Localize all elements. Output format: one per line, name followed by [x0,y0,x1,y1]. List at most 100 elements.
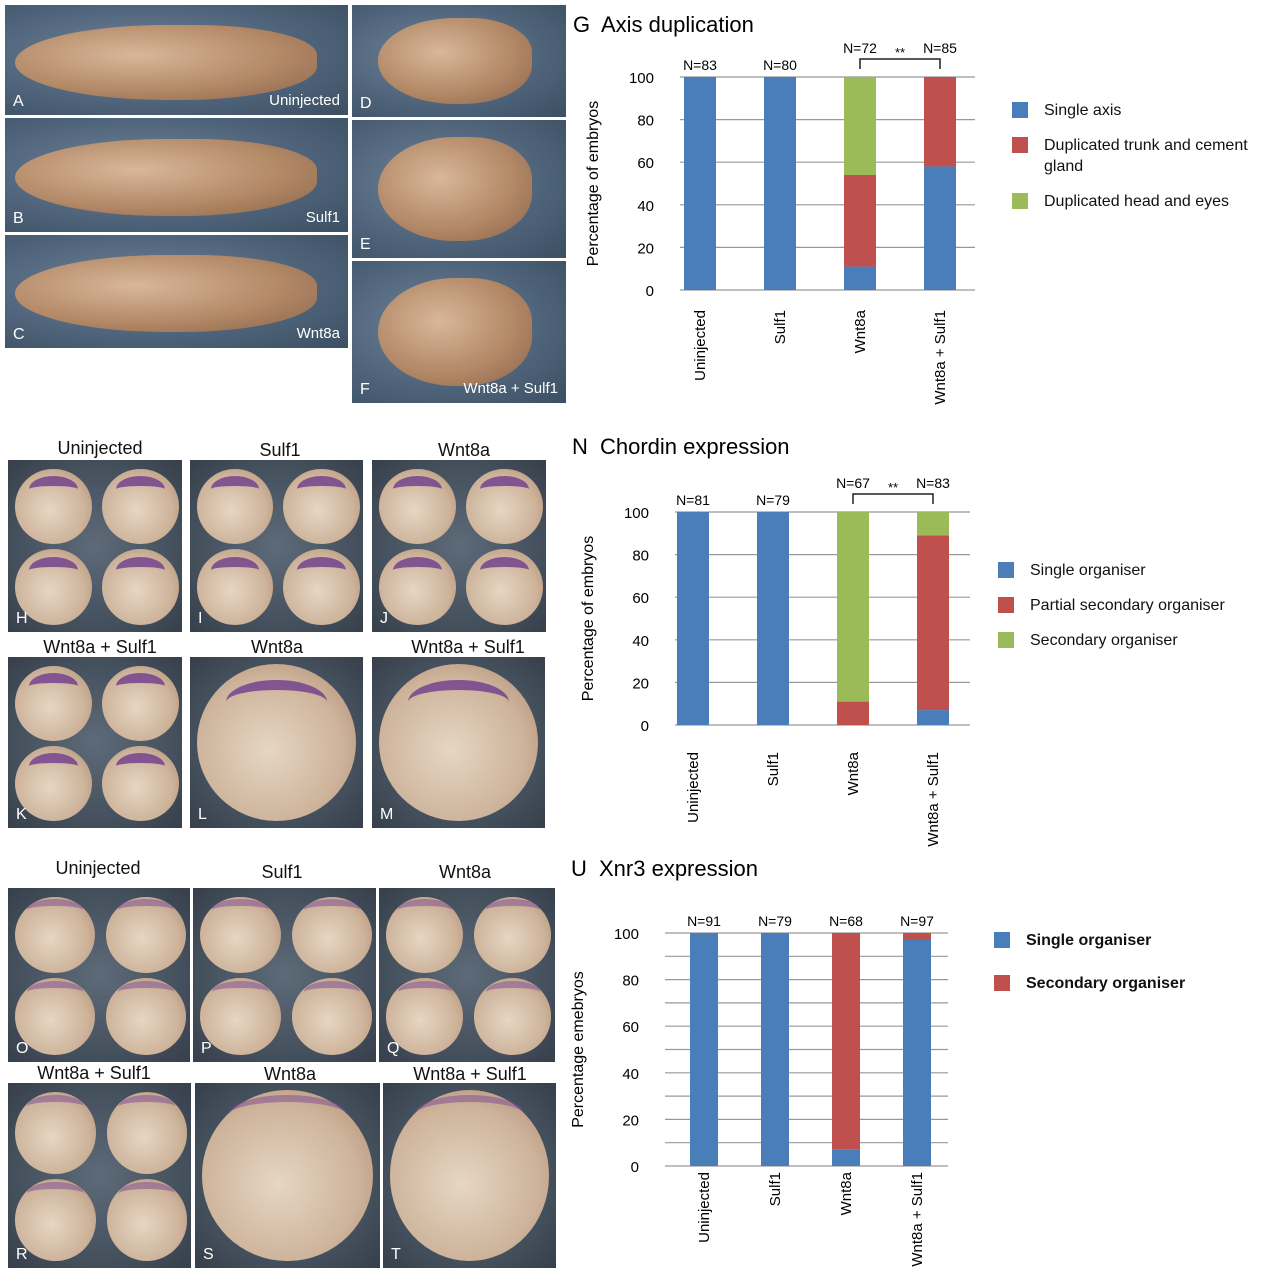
y-tick-label: 0 [646,283,654,300]
panel-letter: E [360,236,371,253]
legend-swatch [998,597,1014,613]
embryo-image [378,549,456,626]
panel-title: Wnt8a [263,1064,317,1084]
panel-title: Wnt8a + Sulf1 [43,637,157,657]
panel-title: Uninjected [57,438,143,458]
panel-letter: T [391,1246,401,1263]
legend-item: Secondary organiser [994,973,1249,994]
panel-title: Wnt8a + Sulf1 [411,637,525,657]
embryo-image [106,1092,188,1174]
panel-title: Uninjected [55,858,141,878]
embryo-image [291,978,373,1056]
embryo-image [389,1090,550,1261]
n-label: N=83 [683,57,717,73]
panel-letter: L [198,806,207,823]
embryo-image [14,468,92,545]
x-tick-label: Sulf1 [772,310,789,344]
y-tick-label: 100 [629,70,654,87]
panel-letter: R [16,1246,28,1263]
panel-letter: C [13,326,25,343]
x-tick-label: Wnt8a [845,751,862,795]
legend-swatch [1012,193,1028,209]
bar-segment [903,933,931,940]
legend-label: Duplicated trunk and cement gland [1044,137,1248,175]
y-tick-label: 80 [637,113,654,130]
y-tick-label: 20 [632,675,649,692]
bar-segment [903,939,931,1166]
chart-legend: Single organiser Secondary organiser [994,930,1249,1016]
panel-title: Wnt8a [438,862,492,882]
panel-title: Wnt8a + Sulf1 [37,1063,151,1083]
n-label: N=91 [687,913,721,929]
embryo-image [202,1090,373,1261]
embryo-image [465,468,543,545]
legend-item: Single axis [1012,100,1265,121]
embryo-image [15,978,96,1056]
panel-letter: O [16,1040,29,1057]
x-tick-label: Wnt8a + Sulf1 [925,752,942,847]
bar-segment [761,933,789,1166]
legend-item: Single organiser [994,930,1249,951]
y-tick-label: 60 [637,155,654,172]
bar-segment [832,1149,860,1166]
x-tick-label: Sulf1 [765,752,782,786]
significance-marker: ** [895,45,905,60]
y-tick-label: 0 [641,718,649,735]
micrograph-panel-i: I [190,460,363,632]
micrograph-panel-l: L [190,657,363,828]
embryo-image [15,1092,96,1174]
micrograph-panel-b: B Sulf1 [5,118,348,232]
micrograph-panel-m: M [372,657,545,828]
bar-segment [690,933,718,1166]
significance-bracket [852,493,934,504]
legend-label: Single organiser [1030,562,1146,579]
embryo-image [378,468,456,545]
legend-swatch [998,562,1014,578]
micrograph-panel-k: K [8,657,182,828]
bar-segment [837,512,869,702]
chart-title-letter: U [571,856,587,881]
panel-letter: S [203,1246,214,1263]
x-tick-label: Sulf1 [767,1172,784,1206]
y-tick-label: 20 [622,1112,639,1129]
panel-label: Wnt8a [296,325,340,342]
micrograph-panel-h: H [8,460,182,632]
embryo-image [15,24,317,100]
bar-segment [917,512,949,536]
micrograph-panel-s: S [195,1083,380,1268]
y-axis-label: Percentage of embryos [580,536,597,701]
bar-segment [917,710,949,725]
y-tick-label: 40 [622,1066,639,1083]
bar-segment [844,266,876,290]
y-tick-label: 80 [622,973,639,990]
panel-letter: Q [387,1040,400,1057]
legend-item: Partial secondary organiser [998,595,1253,616]
micrograph-panel-j: J [372,460,546,632]
panel-title: Wnt8a [250,637,304,657]
panel-label: Sulf1 [305,209,340,226]
embryo-image [465,549,543,626]
x-tick-label: Wnt8a [852,309,869,353]
panel-letter: M [380,806,394,823]
panel-letter: B [13,210,24,227]
panel-letter: H [16,610,28,627]
legend-label: Secondary organiser [1026,975,1186,992]
n-label: N=97 [900,913,934,929]
panel-letter: P [201,1040,212,1057]
embryo-image [15,255,317,333]
y-tick-label: 80 [632,548,649,565]
micrograph-panel-t: T [383,1083,556,1268]
legend-swatch [994,932,1010,948]
embryo-image [101,468,179,545]
bar-segment [917,535,949,711]
y-tick-label: 60 [632,590,649,607]
y-tick-label: 0 [631,1159,639,1176]
panel-letter: D [360,95,372,112]
y-axis-label: Percentage emebryos [570,971,587,1128]
y-tick-label: 20 [637,240,654,257]
n-label: N=79 [758,913,792,929]
legend-item: Secondary organiser [998,630,1253,651]
micrograph-panel-c: C Wnt8a [5,235,348,348]
x-tick-label: Uninjected [685,752,702,823]
embryo-image [283,549,360,626]
